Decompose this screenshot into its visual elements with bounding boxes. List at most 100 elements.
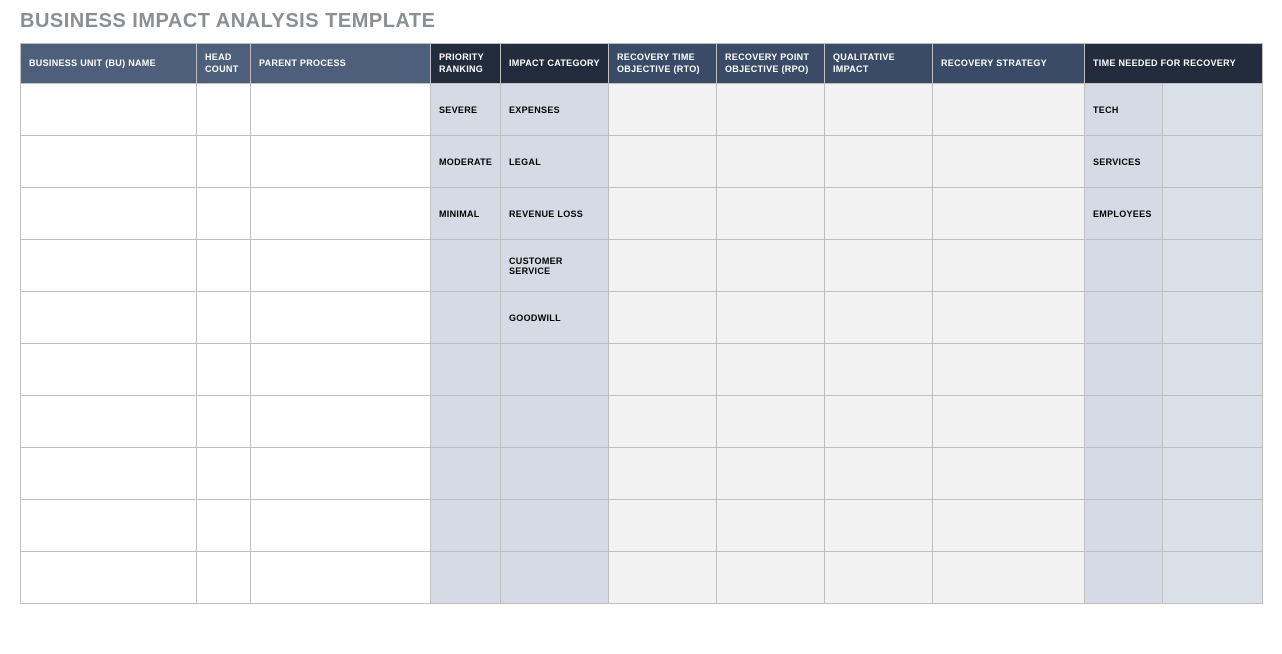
- table-cell[interactable]: [933, 344, 1085, 396]
- table-cell[interactable]: REVENUE LOSS: [501, 188, 609, 240]
- table-cell[interactable]: [609, 188, 717, 240]
- table-cell[interactable]: [1085, 240, 1163, 292]
- table-cell[interactable]: [825, 292, 933, 344]
- table-cell[interactable]: [251, 292, 431, 344]
- table-cell[interactable]: [197, 188, 251, 240]
- table-cell[interactable]: [431, 344, 501, 396]
- table-cell[interactable]: MINIMAL: [431, 188, 501, 240]
- table-cell[interactable]: [431, 292, 501, 344]
- table-cell[interactable]: [1163, 240, 1263, 292]
- table-cell[interactable]: [1163, 84, 1263, 136]
- table-cell[interactable]: GOODWILL: [501, 292, 609, 344]
- table-cell[interactable]: [197, 344, 251, 396]
- table-cell[interactable]: [251, 552, 431, 604]
- table-cell[interactable]: [1085, 448, 1163, 500]
- table-cell[interactable]: SEVERE: [431, 84, 501, 136]
- table-cell[interactable]: [609, 84, 717, 136]
- table-cell[interactable]: [933, 240, 1085, 292]
- table-cell[interactable]: [1163, 552, 1263, 604]
- table-cell[interactable]: [431, 240, 501, 292]
- table-cell[interactable]: [825, 552, 933, 604]
- table-cell[interactable]: EXPENSES: [501, 84, 609, 136]
- table-cell[interactable]: [609, 292, 717, 344]
- table-cell[interactable]: MODERATE: [431, 136, 501, 188]
- table-cell[interactable]: [251, 240, 431, 292]
- table-cell[interactable]: [431, 552, 501, 604]
- table-cell[interactable]: [21, 136, 197, 188]
- table-cell[interactable]: [1085, 552, 1163, 604]
- table-cell[interactable]: [197, 136, 251, 188]
- table-cell[interactable]: [21, 292, 197, 344]
- table-cell[interactable]: [933, 396, 1085, 448]
- table-cell[interactable]: [933, 136, 1085, 188]
- table-cell[interactable]: [197, 552, 251, 604]
- table-cell[interactable]: [717, 448, 825, 500]
- table-cell[interactable]: [609, 552, 717, 604]
- table-cell[interactable]: [21, 552, 197, 604]
- table-cell[interactable]: [251, 448, 431, 500]
- table-cell[interactable]: [1163, 188, 1263, 240]
- table-cell[interactable]: [933, 500, 1085, 552]
- table-cell[interactable]: [933, 552, 1085, 604]
- table-cell[interactable]: [609, 396, 717, 448]
- table-cell[interactable]: [501, 344, 609, 396]
- table-cell[interactable]: [609, 240, 717, 292]
- table-cell[interactable]: [825, 344, 933, 396]
- table-cell[interactable]: [717, 136, 825, 188]
- table-cell[interactable]: [21, 344, 197, 396]
- table-cell[interactable]: [21, 240, 197, 292]
- table-cell[interactable]: TECH: [1085, 84, 1163, 136]
- table-cell[interactable]: [933, 188, 1085, 240]
- table-cell[interactable]: [197, 292, 251, 344]
- table-cell[interactable]: [431, 500, 501, 552]
- table-cell[interactable]: [501, 500, 609, 552]
- table-cell[interactable]: [1163, 448, 1263, 500]
- table-cell[interactable]: [609, 344, 717, 396]
- table-cell[interactable]: [717, 344, 825, 396]
- table-cell[interactable]: [197, 448, 251, 500]
- table-cell[interactable]: [1163, 136, 1263, 188]
- table-cell[interactable]: [21, 396, 197, 448]
- table-cell[interactable]: [197, 500, 251, 552]
- table-cell[interactable]: LEGAL: [501, 136, 609, 188]
- table-cell[interactable]: CUSTOMER SERVICE: [501, 240, 609, 292]
- table-cell[interactable]: [501, 396, 609, 448]
- table-cell[interactable]: [501, 448, 609, 500]
- table-cell[interactable]: [717, 240, 825, 292]
- table-cell[interactable]: [717, 500, 825, 552]
- table-cell[interactable]: [21, 448, 197, 500]
- table-cell[interactable]: [825, 188, 933, 240]
- table-cell[interactable]: [825, 448, 933, 500]
- table-cell[interactable]: [609, 500, 717, 552]
- table-cell[interactable]: [717, 84, 825, 136]
- table-cell[interactable]: [825, 240, 933, 292]
- table-cell[interactable]: [933, 84, 1085, 136]
- table-cell[interactable]: [717, 292, 825, 344]
- table-cell[interactable]: [251, 136, 431, 188]
- table-cell[interactable]: [717, 552, 825, 604]
- table-cell[interactable]: [1163, 500, 1263, 552]
- table-cell[interactable]: [21, 188, 197, 240]
- table-cell[interactable]: [1163, 396, 1263, 448]
- table-cell[interactable]: [717, 396, 825, 448]
- table-cell[interactable]: [825, 136, 933, 188]
- table-cell[interactable]: [933, 292, 1085, 344]
- table-cell[interactable]: [197, 396, 251, 448]
- table-cell[interactable]: [609, 136, 717, 188]
- table-cell[interactable]: [1085, 396, 1163, 448]
- table-cell[interactable]: SERVICES: [1085, 136, 1163, 188]
- table-cell[interactable]: [197, 240, 251, 292]
- table-cell[interactable]: [251, 84, 431, 136]
- table-cell[interactable]: [431, 396, 501, 448]
- table-cell[interactable]: [1085, 344, 1163, 396]
- table-cell[interactable]: [251, 396, 431, 448]
- table-cell[interactable]: [717, 188, 825, 240]
- table-cell[interactable]: [1163, 344, 1263, 396]
- table-cell[interactable]: [251, 344, 431, 396]
- table-cell[interactable]: [501, 552, 609, 604]
- table-cell[interactable]: [431, 448, 501, 500]
- table-cell[interactable]: [21, 84, 197, 136]
- table-cell[interactable]: [251, 188, 431, 240]
- table-cell[interactable]: [609, 448, 717, 500]
- table-cell[interactable]: [1163, 292, 1263, 344]
